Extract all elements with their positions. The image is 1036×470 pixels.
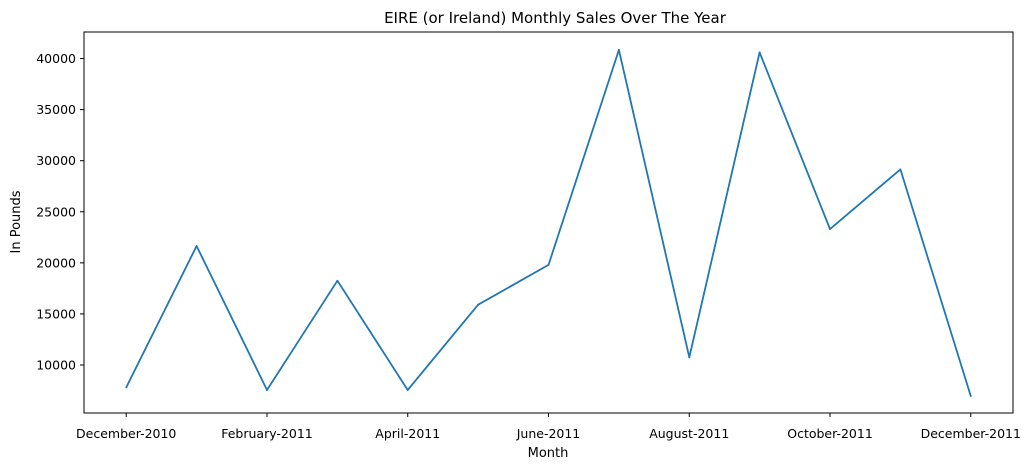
- data-point: [758, 51, 761, 54]
- data-point: [547, 263, 550, 266]
- x-tick-label: April-2011: [375, 426, 440, 441]
- data-point: [969, 395, 972, 398]
- y-tick-label: 10000: [36, 357, 76, 372]
- data-point: [899, 168, 902, 171]
- data-point: [617, 48, 620, 51]
- y-tick-label: 35000: [36, 102, 76, 117]
- y-tick-label: 15000: [36, 306, 76, 321]
- data-point: [336, 279, 339, 282]
- y-tick-label: 20000: [36, 255, 76, 270]
- sales-series-line: [125, 49, 972, 397]
- y-tick-label: 25000: [36, 204, 76, 219]
- data-point: [406, 389, 409, 391]
- data-point: [125, 386, 128, 389]
- y-axis-ticks: 10000 15000 20000 25000 30000 35000 40000: [36, 51, 84, 372]
- plot-area-frame: [83, 31, 1014, 414]
- y-tick-label: 30000: [36, 153, 76, 168]
- y-axis-title: In Pounds: [9, 190, 24, 253]
- x-axis-ticks: December-2010 February-2011 April-2011 June…: [76, 413, 1021, 441]
- x-tick-label: February-2011: [221, 426, 313, 441]
- y-tick-label: 40000: [36, 51, 76, 66]
- x-tick-label: December-2011: [921, 426, 1021, 441]
- data-point: [688, 356, 691, 359]
- data-point: [477, 303, 480, 306]
- data-point: [195, 245, 198, 247]
- data-point: [829, 228, 831, 231]
- data-points: [125, 48, 972, 398]
- x-axis-title: Month: [528, 446, 569, 461]
- x-tick-label: June-2011: [516, 426, 581, 441]
- x-tick-label: August-2011: [649, 426, 729, 441]
- chart-title: EIRE (or Ireland) Monthly Sales Over The…: [384, 9, 727, 27]
- x-tick-label: December-2010: [76, 426, 176, 441]
- data-point: [266, 389, 268, 391]
- x-tick-label: October-2011: [787, 426, 873, 441]
